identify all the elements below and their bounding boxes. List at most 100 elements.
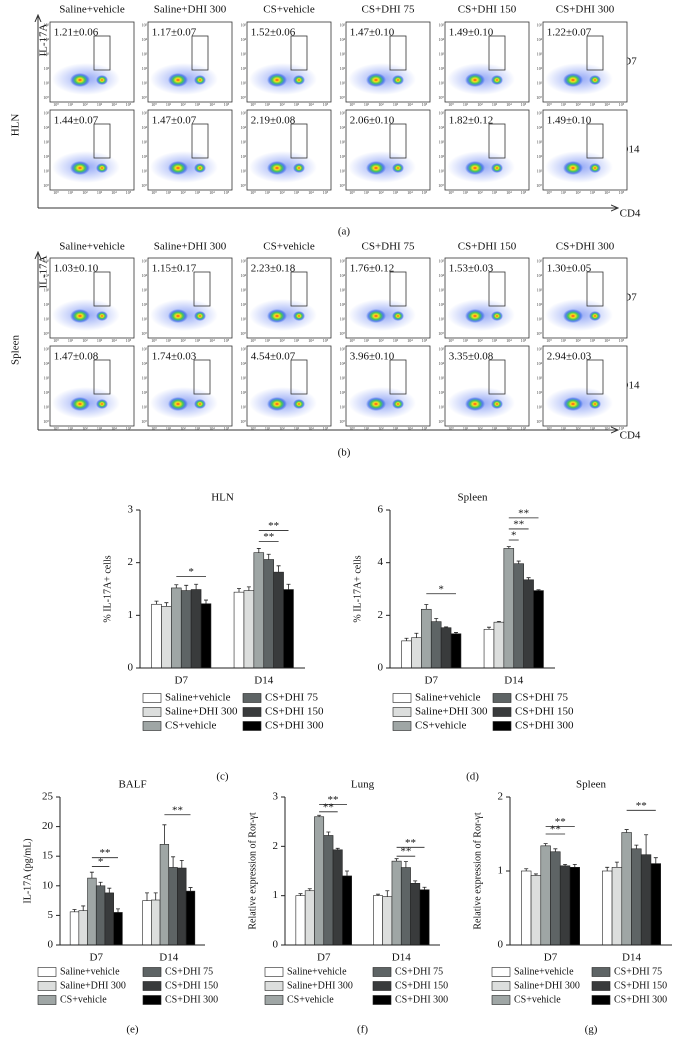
flow-x-tick: 10³ [590,190,596,195]
chart-title: Spleen [458,492,488,504]
bar [483,628,495,669]
flow-x-tick: 10⁰ [349,426,355,431]
gate [290,359,308,395]
flow-x-tick: 10³ [195,102,201,107]
error-bar [326,831,331,836]
flow-y-tick: 10² [142,66,148,71]
flow-y-tick: 10² [537,390,543,395]
y-tick-label: 2 [498,791,504,803]
gate [93,123,111,159]
error-bar [376,893,380,896]
flow-y-tick: 10⁰ [339,183,345,188]
flow-y-tick: 10¹ [142,80,148,85]
flow-y-tick: 10³ [44,375,50,380]
bar [401,640,412,669]
flow-y-tick: 10⁴ [340,37,346,42]
flow-y-tick: 10¹ [439,316,445,321]
flow-x-tick: 10⁴ [604,102,610,107]
gate-value: 3.96±0.10 [350,351,395,363]
cell-cluster [366,73,386,87]
flow-y-tick: 10⁵ [44,22,50,27]
bar [611,866,623,946]
flow-x-tick: 10⁴ [506,338,512,343]
legend-swatch [392,693,412,703]
legend-label: CS+vehicle [60,994,107,1005]
flow-y-tick: 10³ [340,287,346,292]
column-header: Saline+DHI 300 [154,4,227,16]
legend-swatch [142,721,162,731]
flow-y-tick: 10¹ [340,168,346,173]
flow-y-tick: 10² [537,302,543,307]
bar [440,627,452,669]
gate-value: 1.49±0.10 [449,27,494,39]
flow-x-tick: 10² [477,338,483,343]
flow-y-tick: 10³ [537,51,543,56]
legend-label: CS+vehicle [287,994,334,1005]
flow-y-tick: 10⁴ [241,37,247,42]
column-header: CS+DHI 300 [556,4,615,16]
gate-value: 1.22±0.07 [547,27,592,39]
error-bar [414,632,419,638]
significance-label: ** [99,847,110,859]
flow-x-tick: 10⁰ [250,190,256,195]
legend-swatch [372,995,392,1005]
flow-y-tick: 10⁵ [439,258,445,263]
significance-label: ** [323,801,334,813]
flow-y-tick: 10² [142,302,148,307]
flow-x-tick: 10² [575,102,581,107]
flow-x-tick: 10¹ [561,426,567,431]
flow-x-tick: 10⁵ [323,190,329,195]
error-bar [298,893,303,896]
column-header: CS+DHI 75 [362,241,415,253]
flow-x-tick: 10² [477,190,483,195]
axis-label: CD4 [620,430,641,442]
bar [400,867,411,946]
significance-label: * [438,583,444,595]
y-tick-label: 2 [128,556,134,568]
flow-y-tick: 10⁰ [438,331,444,336]
flow-y-tick: 10³ [142,51,148,56]
flow-y-tick: 10⁴ [142,273,148,278]
flow-y-tick: 10³ [142,139,148,144]
flow-y-tick: 10⁴ [241,273,247,278]
error-bar [266,553,271,560]
legend-label: CS+DHI 300 [614,994,667,1005]
error-bar [572,863,577,868]
legend-label: CS+DHI 150 [265,706,324,718]
gate [488,359,506,395]
flow-x-tick: 10³ [294,190,300,195]
legend-swatch [142,693,162,703]
flow-x-tick: 10⁵ [323,102,329,107]
bar [159,844,170,946]
flow-y-tick: 10⁵ [241,110,247,115]
gate-value: 2.06±0.10 [350,115,395,127]
gate [93,271,111,307]
flow-y-tick: 10⁴ [439,361,445,366]
gate-value: 1.44±0.07 [54,115,99,127]
flow-y-tick: 10⁰ [339,95,345,100]
legend-label: Saline+vehicle [60,966,120,977]
axis-label: CD4 [620,208,641,220]
flow-x-tick: 10³ [492,190,498,195]
flow-y-tick: 10³ [537,287,543,292]
flow-x-tick: 10¹ [561,190,567,195]
y-tick-label: 15 [42,850,54,862]
bar [87,877,97,946]
flow-y-tick: 10⁰ [240,331,246,336]
y-tick-label: 20 [42,820,54,832]
flow-y-tick: 10² [340,390,346,395]
error-bar [524,868,529,871]
bar [631,848,642,946]
significance-label: ** [555,816,566,828]
significance-label: ** [263,531,274,543]
flow-y-tick: 10⁴ [44,125,50,130]
bar [493,621,505,669]
legend-label: CS+DHI 75 [515,692,568,704]
bar [161,606,172,669]
flow-y-tick: 10⁴ [537,361,543,366]
flow-y-tick: 10¹ [537,316,543,321]
cell-cluster [267,397,287,411]
flow-y-tick: 10¹ [340,80,346,85]
bar [391,860,402,946]
flow-x-tick: 10⁰ [448,338,454,343]
